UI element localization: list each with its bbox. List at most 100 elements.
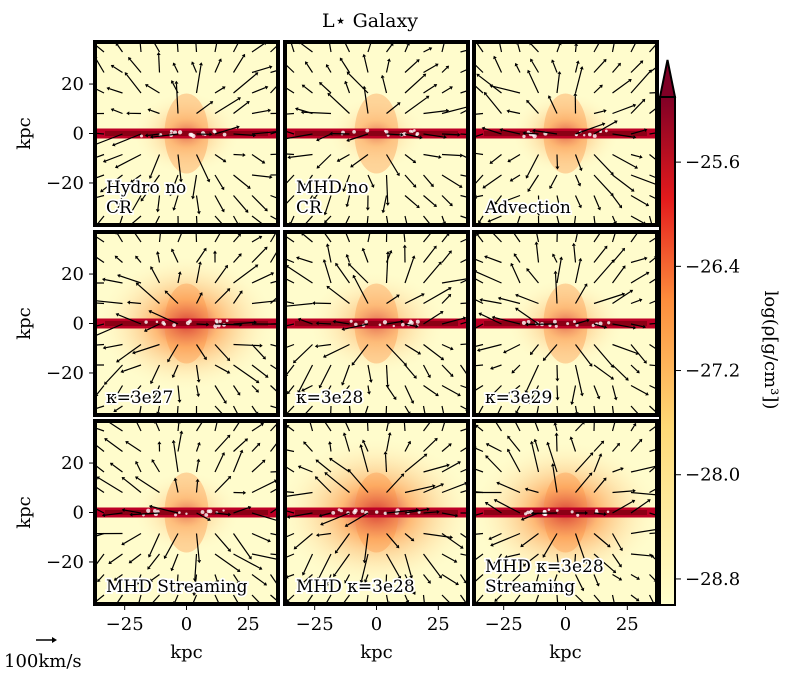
velocity-arrowhead [636,369,640,374]
velocity-arrow [441,573,457,584]
velocity-arrowhead [264,246,268,251]
velocity-arrowhead [455,581,459,586]
velocity-arrowhead [637,34,641,38]
velocity-arrowhead [493,55,497,60]
velocity-arrowhead [346,138,350,143]
velocity-arrow [158,55,161,73]
x-axis-label: kpc [549,642,582,663]
velocity-arrow [486,456,502,473]
velocity-arrowhead [370,184,375,188]
velocity-arrowhead [239,449,244,454]
velocity-arrow [630,384,647,395]
velocity-arrowhead [426,507,430,512]
velocity-arrowhead [147,606,150,610]
velocity-arrowhead [206,322,210,327]
velocity-arrow [130,553,142,562]
velocity-arrow [329,94,350,114]
velocity-arrow [495,195,502,203]
velocity-arrow [129,301,142,305]
velocity-arrowhead [600,440,605,445]
velocity-arrow [556,553,560,571]
velocity-arrow [233,255,241,263]
velocity-arrowhead [616,442,621,447]
velocity-arrow [649,512,657,517]
velocity-arrow [214,154,225,162]
velocity-arrow [139,405,142,415]
velocity-arrowhead [120,369,124,374]
velocity-arrow [325,215,332,222]
velocity-arrow [95,132,105,135]
velocity-arrow [575,319,588,325]
velocity-arrow [116,233,124,243]
velocity-field [285,232,468,415]
velocity-arrowhead [468,608,471,612]
velocity-arrowhead [324,219,328,224]
velocity-arrowhead [344,80,348,85]
velocity-arrow [193,574,198,594]
velocity-arrowhead [489,84,493,89]
velocity-arrow [148,553,160,568]
velocity-arrowhead [196,441,201,446]
velocity-arrowhead [129,512,133,517]
velocity-arrow [98,574,105,581]
velocity-arrowhead [209,132,213,137]
velocity-arrow [102,174,123,191]
velocity-arrow [460,153,468,159]
velocity-field [468,421,657,612]
velocity-arrowhead [612,569,617,574]
velocity-arrow [270,471,278,473]
velocity-arrow [349,264,369,284]
velocity-arrowhead [433,84,438,88]
velocity-arrowhead [350,164,354,168]
velocity-arrow [176,574,179,583]
velocity-arrowhead [218,58,222,62]
velocity-arrow [490,215,502,222]
velocity-arrow [318,322,332,325]
velocity-arrow [574,68,583,94]
velocity-arrowhead [557,569,562,573]
velocity-arrowhead [258,566,263,570]
velocity-arrowhead [403,362,407,367]
velocity-arrowhead [179,430,184,434]
disc-clump [204,513,209,517]
velocity-arrowhead [595,583,600,587]
velocity-arrow [324,261,332,284]
velocity-arrowhead [447,293,452,298]
velocity-arrowhead [339,57,344,62]
velocity-arrowhead [526,268,530,272]
velocity-arrow [336,533,350,552]
panel-frame [283,40,470,227]
velocity-arrowhead [359,444,364,448]
disc-clump [206,509,211,514]
velocity-arrow [305,174,313,185]
velocity-arrowhead [631,499,636,504]
velocity-arrowhead [532,128,536,133]
velocity-arrowhead [215,579,219,584]
velocity-arrow [298,257,313,264]
velocity-arrow [649,299,657,305]
velocity-scale-label: 100km/s [4,651,82,672]
velocity-arrow [460,467,468,473]
velocity-arrow [344,215,351,225]
panel-6 [474,232,657,415]
velocity-arrow [486,256,502,264]
velocity-arrow [593,344,613,366]
velocity-arrow [547,444,558,473]
velocity-arrow [574,285,587,304]
velocity-arrow [214,436,229,452]
velocity-arrowhead [527,69,531,74]
velocity-arrow [270,153,278,156]
velocity-arrowhead [618,577,623,581]
panel-label: Advection [484,198,571,218]
panel-label: κ=3e27 [106,388,173,408]
disc-clump [582,134,586,137]
velocity-arrow [574,364,583,394]
velocity-arrow [95,133,123,146]
velocity-arrow [474,298,484,305]
disc-clump [189,132,194,137]
velocity-arrowhead [570,401,575,405]
velocity-arrow [386,533,398,547]
velocity-arrow [195,154,209,180]
velocity-arrow [612,133,634,138]
